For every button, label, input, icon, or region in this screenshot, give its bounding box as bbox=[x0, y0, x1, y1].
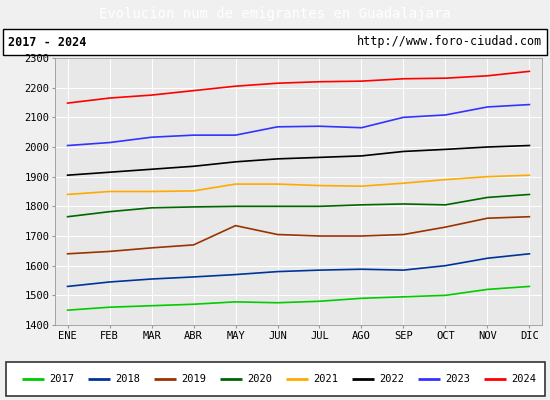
Text: 2017 - 2024: 2017 - 2024 bbox=[8, 36, 87, 48]
Text: Evolucion num de emigrantes en Guadalajara: Evolucion num de emigrantes en Guadalaja… bbox=[99, 7, 451, 21]
Text: 2020: 2020 bbox=[248, 374, 272, 384]
FancyBboxPatch shape bbox=[6, 362, 544, 396]
Text: 2024: 2024 bbox=[512, 374, 536, 384]
FancyBboxPatch shape bbox=[3, 29, 547, 55]
Text: 2018: 2018 bbox=[116, 374, 140, 384]
Text: 2021: 2021 bbox=[314, 374, 338, 384]
Text: 2022: 2022 bbox=[379, 374, 404, 384]
Text: 2023: 2023 bbox=[446, 374, 470, 384]
Text: 2017: 2017 bbox=[50, 374, 74, 384]
Text: http://www.foro-ciudad.com: http://www.foro-ciudad.com bbox=[356, 36, 542, 48]
Text: 2019: 2019 bbox=[182, 374, 206, 384]
